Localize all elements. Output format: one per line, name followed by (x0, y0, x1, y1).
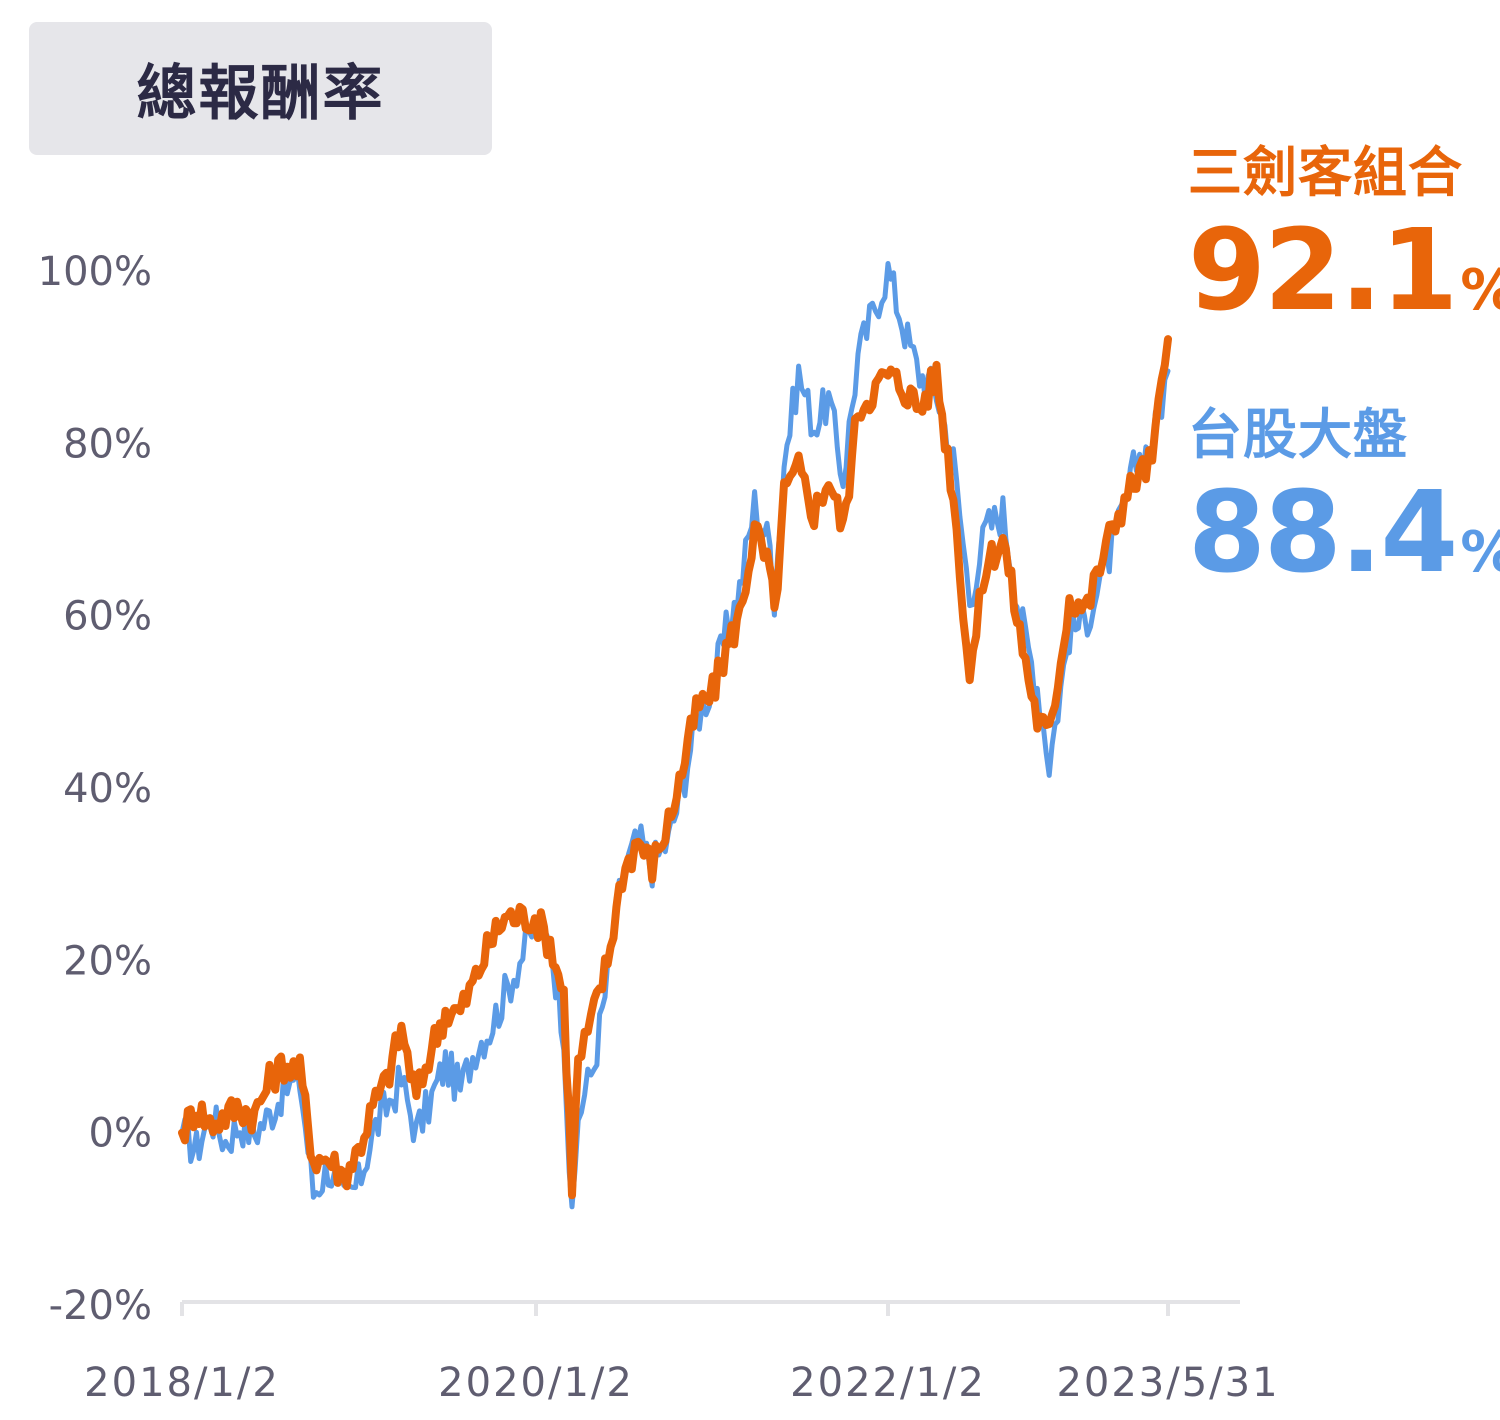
y-tick-label: 100% (38, 249, 152, 295)
chart-title: 總報酬率 (136, 59, 385, 129)
x-tick-label: 2020/1/2 (438, 1360, 634, 1406)
chart-title-badge: 總報酬率 (29, 22, 492, 155)
chart-axes: 2018/1/2 2020/1/2 2022/1/2 2023/5/31 -20% 0% 2… (38, 249, 1279, 1406)
y-tick-label: 40% (63, 766, 152, 812)
legend-portfolio-name: 三劍客組合 (1188, 141, 1463, 204)
series-line-portfolio (178, 335, 1172, 1200)
legend-portfolio-value: 92.1 (1188, 206, 1458, 336)
legend-market-return: 88.4% (1188, 477, 1500, 589)
legend-market: 台股大盤 88.4% (1188, 390, 1500, 589)
series-line-market (179, 261, 1171, 1210)
y-tick-label: 20% (63, 938, 152, 984)
legend-market-value: 88.4 (1188, 468, 1458, 598)
legend-portfolio-return: 92.1% (1188, 215, 1500, 327)
legend-portfolio-unit: % (1460, 258, 1500, 323)
chart-series (178, 261, 1172, 1210)
y-tick-label: 60% (63, 594, 152, 640)
y-tick-label: 0% (89, 1111, 152, 1157)
x-tick-label: 2022/1/2 (790, 1360, 986, 1406)
y-tick-label: -20% (49, 1283, 152, 1329)
legend-market-name: 台股大盤 (1188, 403, 1408, 466)
x-tick-label: 2018/1/2 (84, 1360, 280, 1406)
y-tick-label: 80% (63, 421, 152, 467)
x-tick-label: 2023/5/31 (1056, 1360, 1279, 1406)
legend-portfolio: 三劍客組合 92.1% (1188, 128, 1500, 327)
legend-market-unit: % (1460, 520, 1500, 585)
